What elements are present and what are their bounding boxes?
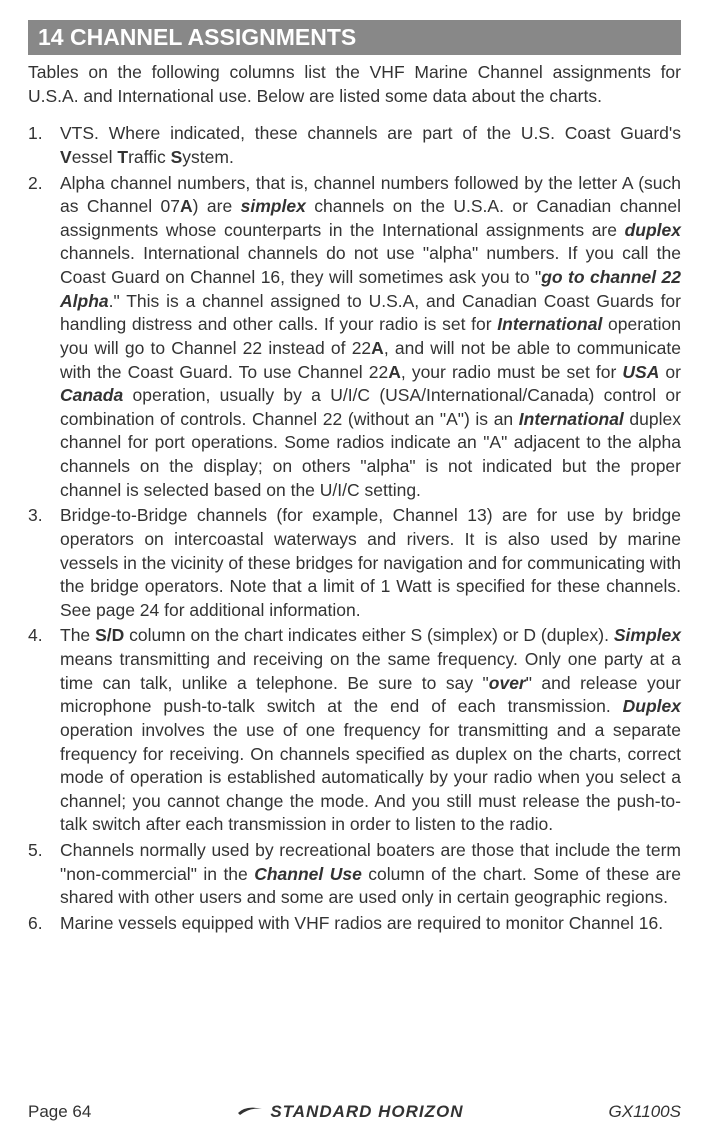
text-fragment: Canada: [60, 385, 123, 405]
list-number: 3.: [28, 504, 60, 622]
list-content: Channels normally used by recreational b…: [60, 839, 681, 910]
text-fragment: V: [60, 147, 72, 167]
text-fragment: raffic: [128, 147, 170, 167]
text-fragment: A: [371, 338, 384, 358]
list-number: 4.: [28, 624, 60, 837]
swoosh-icon: [236, 1102, 264, 1122]
page-footer: Page 64 STANDARD HORIZON GX1100S: [28, 1102, 681, 1122]
list-content: The S/D column on the chart indicates ei…: [60, 624, 681, 837]
text-fragment: over: [489, 673, 526, 693]
text-fragment: The: [60, 625, 95, 645]
list-item: 2.Alpha channel numbers, that is, channe…: [28, 172, 681, 503]
list-item: 6.Marine vessels equipped with VHF radio…: [28, 912, 681, 936]
list-item: 5.Channels normally used by recreational…: [28, 839, 681, 910]
text-fragment: or: [659, 362, 681, 382]
list-item: 1.VTS. Where indicated, these channels a…: [28, 122, 681, 169]
text-fragment: S: [171, 147, 183, 167]
text-fragment: International: [519, 409, 624, 429]
text-fragment: T: [117, 147, 128, 167]
list-number: 6.: [28, 912, 60, 936]
text-fragment: VTS. Where indicated, these channels are…: [60, 123, 681, 143]
section-header: 14 CHANNEL ASSIGNMENTS: [28, 20, 681, 55]
list-number: 1.: [28, 122, 60, 169]
text-fragment: A: [388, 362, 401, 382]
text-fragment: A: [180, 196, 193, 216]
text-fragment: ystem.: [182, 147, 234, 167]
text-fragment: Simplex: [614, 625, 681, 645]
intro-paragraph: Tables on the following columns list the…: [28, 61, 681, 108]
list-number: 5.: [28, 839, 60, 910]
list-content: Alpha channel numbers, that is, channel …: [60, 172, 681, 503]
numbered-list: 1.VTS. Where indicated, these channels a…: [28, 122, 681, 935]
text-fragment: Bridge-to-Bridge channels (for example, …: [60, 505, 681, 620]
list-content: Bridge-to-Bridge channels (for example, …: [60, 504, 681, 622]
text-fragment: column on the chart indicates either S (…: [124, 625, 614, 645]
text-fragment: , your radio must be set for: [401, 362, 623, 382]
list-item: 4.The S/D column on the chart indicates …: [28, 624, 681, 837]
page-number: Page 64: [28, 1102, 91, 1122]
section-title: 14 CHANNEL ASSIGNMENTS: [38, 24, 356, 50]
text-fragment: operation involves the use of one freque…: [60, 720, 681, 835]
text-fragment: Duplex: [623, 696, 681, 716]
model-number: GX1100S: [609, 1102, 681, 1122]
list-number: 2.: [28, 172, 60, 503]
text-fragment: Marine vessels equipped with VHF radios …: [60, 913, 663, 933]
text-fragment: essel: [72, 147, 118, 167]
text-fragment: S/D: [95, 625, 124, 645]
brand-text: STANDARD HORIZON: [270, 1102, 463, 1122]
text-fragment: simplex: [241, 196, 306, 216]
list-item: 3.Bridge-to-Bridge channels (for example…: [28, 504, 681, 622]
intro-text: Tables on the following columns list the…: [28, 62, 681, 106]
list-content: VTS. Where indicated, these channels are…: [60, 122, 681, 169]
brand-logo: STANDARD HORIZON: [236, 1102, 463, 1122]
list-content: Marine vessels equipped with VHF radios …: [60, 912, 681, 936]
text-fragment: International: [497, 314, 602, 334]
text-fragment: duplex: [625, 220, 681, 240]
text-fragment: USA: [622, 362, 659, 382]
text-fragment: ) are: [193, 196, 241, 216]
text-fragment: Channel Use: [254, 864, 362, 884]
